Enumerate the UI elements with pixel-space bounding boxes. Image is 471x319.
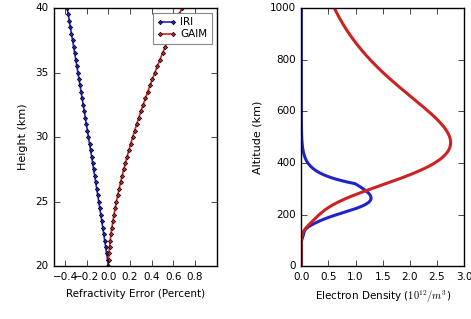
Legend: IRI, GAIM: IRI, GAIM: [153, 13, 211, 44]
GAIM: [151, 74, 156, 78]
GAIM: [106, 264, 111, 268]
X-axis label: Electron Density ($10^{12}/m^3$): Electron Density ($10^{12}/m^3$): [315, 289, 451, 306]
IRI: [83, 122, 89, 126]
IRI: [81, 103, 86, 107]
GAIM: [158, 55, 164, 58]
Line: GAIM: GAIM: [107, 6, 184, 268]
IRI: [70, 41, 76, 45]
GAIM: [168, 32, 173, 36]
GAIM: [164, 41, 170, 45]
X-axis label: Refractivity Error (Percent): Refractivity Error (Percent): [66, 289, 205, 299]
IRI: [106, 264, 111, 268]
Y-axis label: Height (km): Height (km): [18, 104, 28, 170]
IRI: [76, 74, 81, 78]
Y-axis label: Altitude (km): Altitude (km): [253, 100, 263, 174]
GAIM: [179, 6, 185, 10]
IRI: [65, 6, 70, 10]
GAIM: [140, 103, 146, 107]
GAIM: [134, 122, 139, 126]
IRI: [69, 32, 74, 36]
IRI: [73, 55, 78, 58]
Line: IRI: IRI: [65, 6, 110, 268]
